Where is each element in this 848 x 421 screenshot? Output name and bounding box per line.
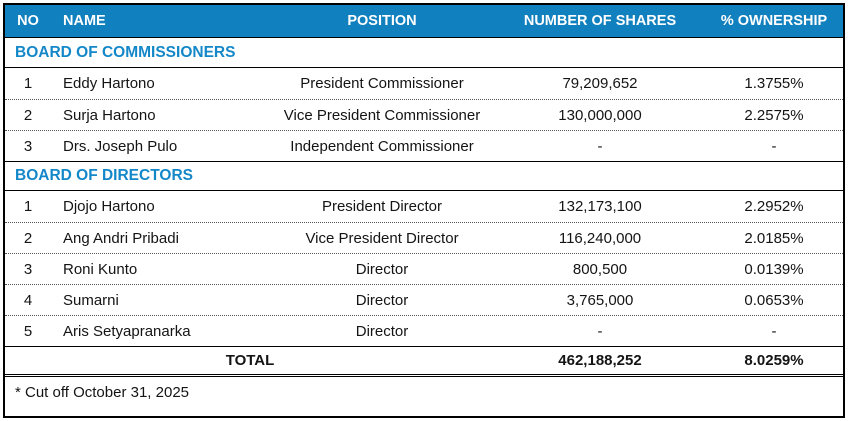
table-header-row: NO NAME POSITION NUMBER OF SHARES % OWNE… bbox=[5, 5, 843, 38]
row-name: Roni Kunto bbox=[63, 260, 138, 278]
row-name: Sumarni bbox=[63, 291, 119, 309]
row-position: President Director bbox=[321, 198, 443, 215]
row-ownership: 2.0185% bbox=[744, 229, 804, 247]
row-ownership: 2.2952% bbox=[744, 198, 804, 215]
table-row: 2 Surja Hartono Vice President Commissio… bbox=[5, 99, 843, 130]
row-name: Surja Hartono bbox=[63, 106, 156, 124]
row-shares: 130,000,000 bbox=[558, 106, 642, 124]
ownership-table: NO NAME POSITION NUMBER OF SHARES % OWNE… bbox=[3, 3, 845, 418]
table-row: 5 Aris Setyapranarka Director - - bbox=[5, 315, 843, 346]
row-shares: 3,765,000 bbox=[566, 291, 634, 309]
table-row: 4 Sumarni Director 3,765,000 0.0653% bbox=[5, 284, 843, 315]
column-header-shares: NUMBER OF SHARES bbox=[523, 13, 677, 29]
row-ownership: - bbox=[771, 137, 777, 155]
row-shares: 116,240,000 bbox=[558, 229, 642, 247]
row-position: President Commissioner bbox=[300, 75, 464, 92]
row-name: Ang Andri Pribadi bbox=[63, 229, 179, 247]
table-row: 1 Djojo Hartono President Director 132,1… bbox=[5, 191, 843, 222]
row-name: Drs. Joseph Pulo bbox=[63, 137, 178, 155]
row-no: 2 bbox=[23, 106, 33, 124]
row-position: Vice President Director bbox=[305, 229, 459, 247]
total-row: TOTAL 462,188,252 8.0259% bbox=[5, 346, 843, 377]
cutoff-footnote: * Cut off October 31, 2025 bbox=[15, 383, 190, 401]
row-no: 1 bbox=[23, 198, 33, 215]
row-shares: - bbox=[597, 137, 603, 155]
total-ownership: 8.0259% bbox=[744, 352, 804, 369]
row-no: 3 bbox=[23, 260, 33, 278]
section-header-directors: BOARD OF DIRECTORS bbox=[5, 161, 843, 191]
row-no: 5 bbox=[23, 322, 33, 340]
row-no: 2 bbox=[23, 229, 33, 247]
row-shares: 79,209,652 bbox=[562, 75, 638, 92]
table-row: 3 Roni Kunto Director 800,500 0.0139% bbox=[5, 253, 843, 284]
row-no: 4 bbox=[23, 291, 33, 309]
row-ownership: 1.3755% bbox=[744, 75, 804, 92]
column-header-position: POSITION bbox=[347, 13, 417, 29]
row-shares: - bbox=[597, 322, 603, 340]
row-name: Eddy Hartono bbox=[63, 75, 155, 92]
row-no: 1 bbox=[23, 75, 33, 92]
row-shares: 800,500 bbox=[572, 260, 628, 278]
column-header-ownership: % OWNERSHIP bbox=[720, 13, 828, 29]
table-row: 3 Drs. Joseph Pulo Independent Commissio… bbox=[5, 130, 843, 161]
row-ownership: 2.2575% bbox=[744, 106, 804, 124]
row-shares: 132,173,100 bbox=[558, 198, 642, 215]
row-ownership: - bbox=[771, 322, 777, 340]
row-position: Director bbox=[355, 291, 409, 309]
section-header-commissioners: BOARD OF COMMISSIONERS bbox=[5, 38, 843, 68]
row-position: Vice President Commissioner bbox=[283, 106, 481, 124]
column-header-no: NO bbox=[17, 13, 39, 29]
total-shares: 462,188,252 bbox=[558, 352, 642, 369]
row-position: Director bbox=[355, 260, 409, 278]
row-position: Independent Commissioner bbox=[290, 137, 474, 155]
row-no: 3 bbox=[23, 137, 33, 155]
row-name: Djojo Hartono bbox=[63, 198, 155, 215]
total-label: TOTAL bbox=[225, 352, 275, 369]
row-name: Aris Setyapranarka bbox=[63, 322, 191, 340]
column-header-name: NAME bbox=[63, 13, 106, 29]
row-ownership: 0.0653% bbox=[744, 291, 804, 309]
row-ownership: 0.0139% bbox=[744, 260, 804, 278]
row-position: Director bbox=[355, 322, 409, 340]
table-row: 2 Ang Andri Pribadi Vice President Direc… bbox=[5, 222, 843, 253]
table-row: 1 Eddy Hartono President Commissioner 79… bbox=[5, 68, 843, 99]
